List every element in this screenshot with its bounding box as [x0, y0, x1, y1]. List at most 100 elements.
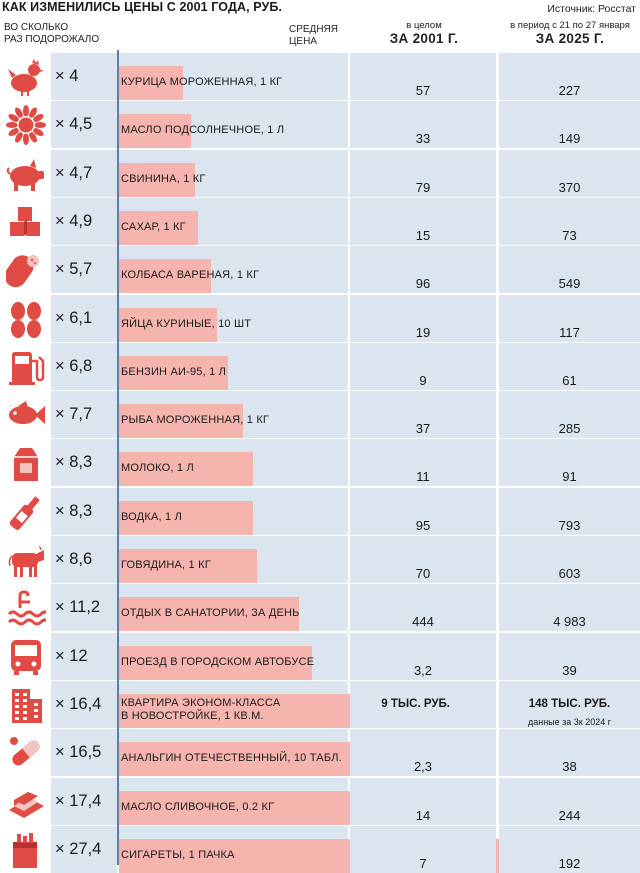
price-2001-cell: 96: [350, 246, 496, 294]
multiplier-label: × 4: [51, 53, 117, 100]
category-label: ВОДКА, 1 Л: [121, 511, 182, 524]
bar: [119, 307, 217, 342]
cow-icon: [6, 540, 46, 580]
price-2001-value: 3,2: [413, 662, 433, 678]
category-label-line: КВАРТИРА ЭКОНОМ-КЛАССА: [121, 696, 281, 709]
bar: [119, 259, 211, 294]
header-2001-big: ЗА 2001 Г.: [389, 31, 459, 46]
price-2001-cell: 79: [350, 149, 496, 197]
price-2025-value: 117: [559, 324, 580, 340]
price-2025-value: 285: [558, 421, 581, 437]
price-2001-value: 11: [416, 469, 430, 485]
bar: [119, 210, 198, 245]
multiplier-label: × 16,4: [51, 680, 117, 728]
price-2001-value: 70: [415, 566, 431, 581]
bar: [119, 162, 195, 197]
table-row: × 5,7 КОЛБАСА ВАРЕНАЯ, 1 КГ 96 549: [0, 246, 640, 294]
table-row: × 8,3 ВОДКА, 1 Л 95 793: [0, 487, 640, 535]
header-price-line2: ЦЕНА: [289, 36, 317, 47]
category-label: БЕНЗИН АИ-95, 1 Л: [121, 366, 226, 379]
bar: [119, 66, 183, 100]
header-price-line1: СРЕДНЯЯ: [289, 24, 338, 35]
pig-icon: [6, 154, 46, 194]
header-times: ВО СКОЛЬКО РАЗ ПОДОРОЖАЛО: [4, 22, 114, 46]
multiplier-label: × 16,5: [51, 729, 117, 777]
category-label: КОЛБАСА ВАРЕНАЯ, 1 КГ: [121, 269, 259, 282]
bar: [119, 452, 253, 487]
category-label: ПРОЕЗД В ГОРОДСКОМ АВТОБУСЕ: [121, 656, 314, 669]
category-label-line: СВИНИНА, 1 КГ: [121, 172, 206, 185]
price-2001-value: 96: [415, 276, 431, 292]
price-2025-cell: 285: [499, 391, 640, 439]
price-2025-value: 793: [558, 517, 581, 533]
price-2025-value: 4 983: [553, 614, 586, 630]
sausage-icon: [6, 250, 46, 290]
table-row: × 11,2 ОТДЫХ В САНАТОРИИ, ЗА ДЕНЬ 444 4 983: [0, 584, 640, 632]
price-2025-cell: 4 983: [499, 584, 640, 632]
price-2025-value: 244: [558, 807, 581, 823]
bottle-icon: [6, 492, 46, 532]
multiplier-label: × 11,2: [51, 584, 117, 632]
table-row: × 16,4 КВАРТИРА ЭКОНОМ-КЛАССА В НОВОСТРОЙК…: [0, 680, 640, 728]
header-2001: в целом ЗА 2001 Г.: [352, 20, 496, 45]
price-2001-value: 19: [415, 324, 431, 340]
fish-icon: [6, 395, 46, 435]
price-2025-value: 91: [562, 469, 577, 485]
category-label-line: ВОДКА, 1 Л: [121, 510, 182, 523]
category-label-line: ПРОЕЗД В ГОРОДСКОМ АВТОБУСЕ: [121, 655, 315, 668]
price-2025-cell: 61: [499, 342, 640, 390]
sugar-cubes-icon: [6, 202, 46, 242]
price-2025-cell: 38: [499, 729, 640, 777]
price-2025-value: 38: [562, 759, 577, 775]
category-label-line: САХАР, 1 КГ: [121, 220, 186, 233]
bar: [119, 500, 253, 535]
category-label: МОЛОКО, 1 Л: [121, 462, 194, 475]
price-2025-value: 192: [558, 855, 581, 871]
price-2001-cell: 7: [350, 825, 496, 873]
category-label-line: БЕНЗИН АИ-95, 1 Л: [121, 365, 227, 378]
price-2001-cell: 33: [350, 101, 496, 149]
table-row: × 8,6 ГОВЯДИНА, 1 КГ 70 603: [0, 536, 640, 583]
category-label-line: РЫБА МОРОЖЕННАЯ, 1 КГ: [121, 414, 270, 427]
price-2001-value: 15: [415, 227, 431, 243]
category-label: ЯЙЦА КУРИНЫЕ, 10 ШТ: [121, 318, 251, 331]
table-row: × 12 ПРОЕЗД В ГОРОДСКОМ АВТОБУСЕ 3,2 39: [0, 632, 640, 680]
bar: [119, 742, 385, 777]
bar: [119, 404, 243, 439]
multiplier-label: × 8,3: [51, 439, 117, 487]
category-label-line: ЯЙЦА КУРИНЫЕ, 10 ШТ: [121, 317, 252, 330]
price-2025-cell: 603: [499, 536, 640, 583]
category-label-line: КОЛБАСА ВАРЕНАЯ, 1 КГ: [121, 269, 260, 282]
multiplier-label: × 27,4: [51, 825, 117, 873]
price-2001-value: 37: [415, 421, 431, 437]
category-label: ОТДЫХ В САНАТОРИИ, ЗА ДЕНЬ: [121, 607, 300, 620]
table-row: × 27,4 СИГАРЕТЫ, 1 ПАЧКА 7 192: [0, 825, 640, 873]
category-label-line: МОЛОКО, 1 Л: [121, 462, 194, 475]
header-2025: в период с 21 по 27 января ЗА 2025 Г.: [500, 20, 640, 45]
fuel-pump-icon: [6, 347, 46, 387]
table-row: × 16,5 АНАЛЬГИН ОТЕЧЕСТВЕННЫЙ, 10 ТАБЛ. 2,…: [0, 729, 640, 777]
bar: [119, 645, 312, 680]
multiplier-label: × 8,6: [51, 536, 117, 583]
price-2001-cell: 70: [350, 536, 496, 583]
category-label-line: ГОВЯДИНА, 1 КГ: [121, 559, 211, 571]
table-row: × 4 КУРИЦА МОРОЖЕННАЯ, 1 КГ 57 227: [0, 53, 640, 100]
bar: [119, 114, 191, 149]
table-row: × 17,4 МАСЛО СЛИВОЧНОЕ, 0.2 КГ 14 244: [0, 777, 640, 825]
price-2001-value: 95: [415, 517, 431, 533]
multiplier-label: × 12: [51, 632, 117, 680]
category-label-line: ОТДЫХ В САНАТОРИИ, ЗА ДЕНЬ: [121, 607, 300, 620]
price-2001-cell: 9 ТЫС. РУБ.: [350, 680, 496, 728]
price-2025-cell: 117: [499, 294, 640, 342]
category-label: КУРИЦА МОРОЖЕННАЯ, 1 КГ: [121, 76, 282, 89]
chicken-icon: [6, 57, 46, 97]
building-icon: [6, 685, 46, 725]
price-2001-cell: 9: [350, 342, 496, 390]
source-label: Источник: Росстат: [547, 3, 636, 15]
price-2001-cell: 444: [350, 584, 496, 632]
price-2025-cell: 192: [499, 825, 640, 873]
price-2001-value: 9: [419, 372, 427, 388]
price-2025-value: 370: [558, 179, 581, 195]
category-label: ГОВЯДИНА, 1 КГ: [121, 559, 211, 572]
price-2025-cell: 227: [499, 53, 640, 100]
